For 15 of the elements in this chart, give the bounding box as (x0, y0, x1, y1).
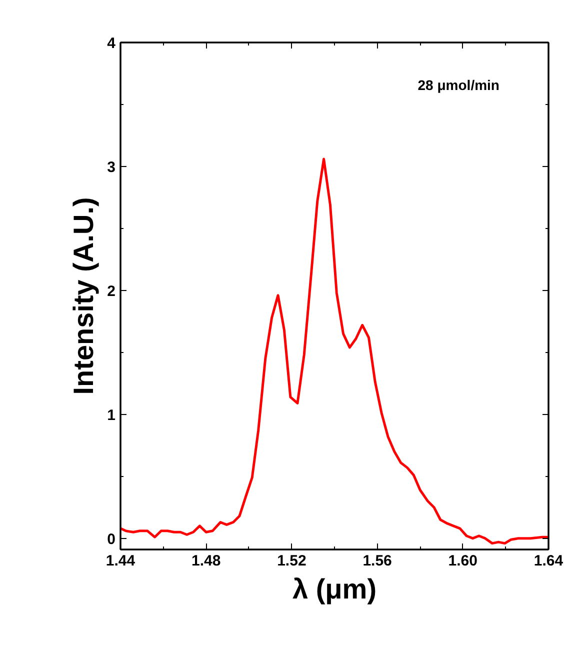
y-tick-label: 2 (107, 282, 116, 300)
y-tick-label: 4 (107, 35, 116, 52)
x-tick-label: 1.60 (448, 552, 478, 570)
x-tick-label: 1.56 (362, 552, 392, 570)
x-tick-label: 1.44 (106, 552, 136, 570)
x-tick-label: 1.64 (534, 552, 564, 570)
y-tick-label: 1 (107, 406, 116, 424)
y-tick-label: 3 (107, 158, 116, 176)
x-tick-label: 1.48 (192, 552, 221, 570)
x-axis-title: λ (μm) (292, 574, 377, 604)
y-tick-label: 0 (107, 530, 116, 548)
y-axis-title: Intensity (A.U.) (68, 197, 100, 395)
line-series (120, 158, 548, 545)
annotation: 28 μmol/min (418, 77, 500, 94)
x-tick-label: 1.52 (277, 552, 306, 570)
